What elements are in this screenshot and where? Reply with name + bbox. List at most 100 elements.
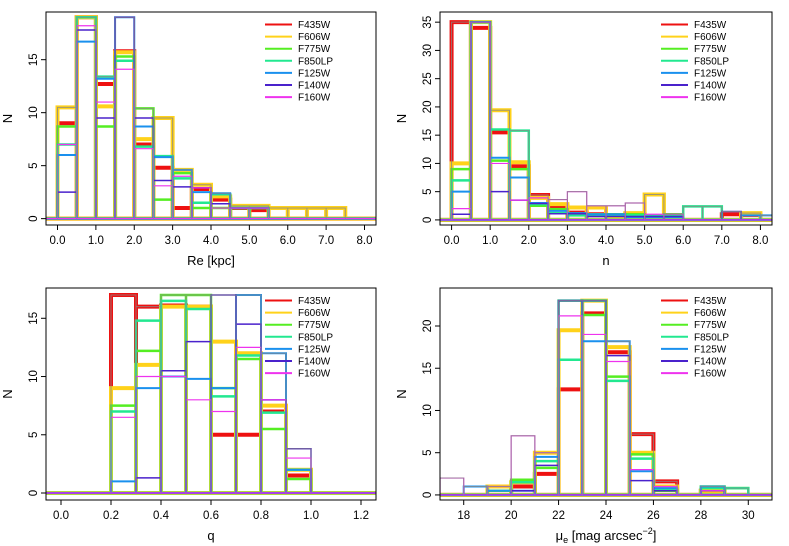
x-tick-label: 4.0 [598, 235, 614, 247]
x-tick-label: 3.0 [165, 235, 181, 247]
series-f160w [440, 315, 772, 496]
bin-outline [440, 300, 749, 495]
y-tick-label: 10 [28, 106, 40, 119]
panel-re: 0.0 1.0 2.0 3.0 4.0 5.0 6.0 7.0 8.0 0 5 10 15 Re [kpc… [0, 11, 377, 268]
y-tick-label: 20 [422, 320, 434, 333]
y-tick-label: 5 [422, 449, 434, 455]
legend-label-f125w: F125W [694, 344, 727, 355]
x-tick-label: 6.0 [280, 235, 296, 247]
y-tick-label: 0 [28, 490, 40, 496]
legend-label-f435w: F435W [694, 20, 727, 31]
y-tick-label: 15 [422, 129, 434, 142]
x-axis-label: n [602, 253, 609, 268]
y-axis-label: N [0, 114, 15, 123]
y-tick-label: 0 [422, 492, 434, 498]
x-tick-label: 8.0 [356, 235, 372, 247]
y-tick-label: 0 [28, 215, 40, 221]
legend-label-f125w: F125W [298, 68, 331, 79]
y-tick-label: 5 [28, 162, 40, 168]
panel-q: 0.0 0.2 0.4 0.6 0.8 1.0 1.2051015qNF435WF606WF… [0, 287, 377, 543]
x-tick-label: 6.0 [675, 235, 691, 247]
y-axis-label: N [394, 114, 409, 123]
x-tick-label: 1.0 [482, 235, 498, 247]
x-tick-label: 0.0 [50, 235, 66, 247]
plot-area [46, 15, 376, 221]
series-f775w [440, 299, 772, 497]
legend-label-f850lp: F850LP [298, 56, 333, 67]
series-f125w [440, 299, 772, 496]
legend-label-f775w: F775W [298, 44, 331, 55]
x-tick-label: 0.4 [153, 510, 170, 522]
y-tick-label: 5 [28, 432, 40, 438]
legend-label-f606w: F606W [298, 308, 331, 319]
series-f850lp [440, 299, 772, 497]
series-f140w [440, 21, 772, 221]
x-axis-label: Re [kpc] [187, 253, 235, 268]
x-tick-label: 30 [742, 510, 755, 522]
legend-label-f850lp: F850LP [298, 332, 333, 343]
x-tick-label: 28 [694, 510, 707, 522]
y-axis-label: N [0, 389, 15, 398]
legend-label-f160w: F160W [298, 93, 331, 104]
x-tick-label: 5.0 [241, 235, 257, 247]
legend-label-f435w: F435W [298, 20, 331, 31]
x-tick-label: 26 [647, 510, 660, 522]
x-tick-label: 2.0 [126, 235, 142, 247]
x-tick-label: 5.0 [637, 235, 653, 247]
x-axis-label: μe [mag arcsec−2] [556, 526, 657, 545]
x-tick-label: 0.8 [253, 510, 269, 522]
x-tick-label: 18 [457, 510, 470, 522]
x-tick-label: 1.0 [88, 235, 104, 247]
legend-label-f140w: F140W [298, 357, 331, 368]
y-axis-label: N [394, 389, 409, 398]
legend-label-f160w: F160W [694, 369, 727, 380]
legend-label-f125w: F125W [298, 344, 331, 355]
bin-outline [110, 294, 312, 494]
legend-label-f435w: F435W [694, 296, 727, 307]
x-tick-label: 2.0 [521, 235, 537, 247]
legend-label-f775w: F775W [694, 320, 727, 331]
legend-label-f160w: F160W [694, 93, 727, 104]
series-f160w [46, 346, 376, 494]
y-tick-label: 15 [422, 362, 434, 375]
legend-label-f850lp: F850LP [694, 332, 729, 343]
legend-label-f606w: F606W [694, 32, 727, 43]
plot-area [440, 20, 772, 222]
series-f606w [440, 20, 772, 222]
series-f160w [46, 25, 376, 220]
series-f140w [440, 299, 772, 496]
y-tick-label: 15 [28, 53, 40, 66]
legend-label-f850lp: F850LP [694, 56, 729, 67]
x-tick-label: 1.2 [353, 510, 369, 522]
plot-area [46, 292, 376, 496]
legend-label-f160w: F160W [298, 369, 331, 380]
y-tick-label: 35 [422, 16, 434, 29]
y-tick-label: 20 [422, 101, 434, 114]
x-tick-label: 0.6 [203, 510, 219, 522]
y-tick-label: 30 [422, 44, 434, 57]
x-tick-label: 22 [552, 510, 565, 522]
series-f775w [440, 20, 772, 222]
y-tick-label: 15 [28, 312, 40, 325]
x-tick-label: 1.0 [303, 510, 319, 522]
legend-label-f775w: F775W [694, 44, 727, 55]
x-tick-label: 0.0 [444, 235, 460, 247]
bin-outline [57, 16, 346, 219]
legend-label-f140w: F140W [694, 357, 727, 368]
series-f435w [440, 20, 772, 222]
x-tick-label: 8.0 [752, 235, 768, 247]
x-tick-label: 0.2 [103, 510, 119, 522]
legend-label-f775w: F775W [298, 320, 331, 331]
legend-label-f140w: F140W [298, 81, 331, 92]
series-f850lp [440, 20, 772, 222]
y-tick-label: 25 [422, 72, 434, 85]
y-tick-label: 0 [422, 217, 434, 223]
legend-label-f125w: F125W [694, 68, 727, 79]
plot-area [440, 298, 772, 497]
y-tick-label: 10 [422, 157, 434, 170]
